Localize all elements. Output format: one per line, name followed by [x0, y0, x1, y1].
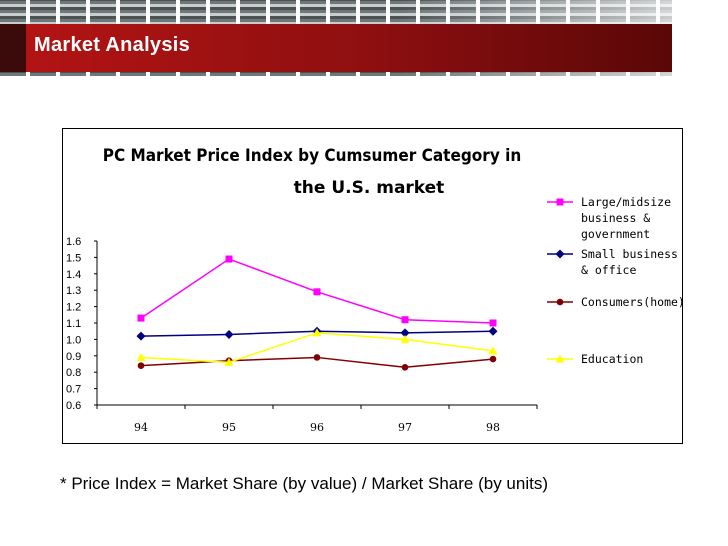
- y-tick-label: 1.0: [66, 334, 81, 346]
- y-tick-label: 0.9: [66, 351, 81, 363]
- y-tick-label: 1.4: [66, 269, 81, 281]
- data-point-0: [137, 314, 145, 322]
- legend: Large/midsize business & government Small b…: [547, 195, 682, 366]
- chart-title-line2: the U.S. market: [294, 178, 445, 198]
- title-bar-accent: [0, 24, 26, 72]
- y-tick-label: 1.5: [66, 252, 81, 264]
- legend-label: & office: [581, 263, 636, 277]
- legend-label: Consumers(home): [581, 295, 682, 309]
- legend-marker-2: [556, 298, 564, 306]
- chart-title-line1: PC Market Price Index by Cumsumer Catego…: [103, 146, 522, 166]
- legend-label: Education: [581, 352, 643, 366]
- legend-marker-3: [555, 354, 565, 363]
- header-banner: [0, 0, 728, 76]
- x-tick-label: 98: [486, 421, 500, 434]
- legend-label: Small business: [581, 247, 678, 261]
- y-tick-label: 0.6: [66, 400, 81, 412]
- data-point-1: [224, 329, 234, 339]
- legend-label: government: [581, 227, 650, 241]
- legend-label: business &: [581, 211, 650, 225]
- x-tick-label: 96: [310, 421, 324, 434]
- page-title: Market Analysis: [34, 34, 191, 56]
- x-tick-label: 97: [398, 421, 412, 434]
- x-tick-label: 94: [134, 421, 148, 434]
- title-bar: [0, 24, 672, 72]
- data-point-1: [400, 328, 410, 338]
- y-tick-label: 1.6: [66, 236, 81, 248]
- data-point-2: [137, 362, 145, 369]
- y-tick-label: 1.1: [66, 318, 81, 330]
- y-tick-label: 0.8: [66, 367, 81, 379]
- data-point-3: [488, 346, 498, 355]
- x-tick-label: 95: [222, 421, 236, 434]
- data-point-0: [489, 319, 497, 327]
- data-point-3: [400, 334, 410, 343]
- data-point-0: [313, 288, 321, 296]
- data-point-3: [224, 357, 234, 366]
- data-point-2: [313, 354, 321, 361]
- legend-marker-1: [555, 249, 565, 259]
- data-point-1: [136, 331, 146, 341]
- legend-label: Large/midsize: [581, 195, 671, 209]
- data-point-0: [401, 316, 409, 324]
- line-chart: PC Market Price Index by Cumsumer Catego…: [66, 146, 682, 434]
- y-tick-label: 0.7: [66, 384, 81, 396]
- chart-frame: PC Market Price Index by Cumsumer Catego…: [62, 128, 683, 444]
- y-tick-label: 1.2: [66, 302, 81, 314]
- data-point-2: [489, 355, 497, 363]
- y-tick-label: 1.3: [66, 285, 81, 297]
- data-point-2: [401, 363, 409, 371]
- legend-marker-0: [556, 198, 564, 206]
- data-point-3: [136, 352, 146, 361]
- data-point-1: [488, 326, 498, 336]
- data-point-3: [312, 328, 322, 337]
- footnote: * Price Index = Market Share (by value) …: [60, 474, 549, 493]
- data-point-0: [225, 255, 233, 263]
- plot-area: 0.6 0.7 0.8 0.9 1.0 1.1 1.2 1.3 1.4 1.5 1.6 94 95 96 9…: [66, 236, 538, 434]
